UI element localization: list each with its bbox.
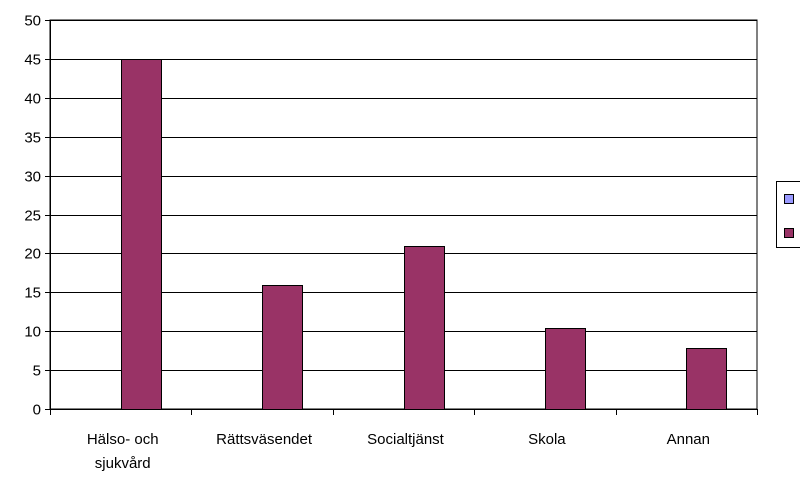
y-tick-label: 50 (24, 13, 41, 30)
x-tick-label: Rättsväsendet (216, 431, 313, 448)
y-tick-label: 0 (33, 402, 41, 419)
bar-series-2-0 (122, 60, 162, 410)
x-tick-label-line: Socialtjänst (367, 431, 445, 448)
x-tick-label-line: Skola (528, 431, 566, 448)
y-tick-label: 35 (24, 130, 41, 147)
legend-swatch-2 (785, 229, 794, 238)
y-tick-label: 40 (24, 91, 41, 108)
bar-series-2-3 (546, 329, 586, 410)
y-tick-label: 10 (24, 324, 41, 341)
y-tick-label: 20 (24, 246, 41, 263)
x-tick-label: Skola (528, 431, 566, 448)
y-tick-label: 5 (33, 363, 41, 380)
legend (777, 182, 800, 248)
y-tick-label: 45 (24, 52, 41, 69)
x-tick-label: Socialtjänst (367, 431, 445, 448)
x-axis-tick-labels: Hälso- och sjukvård Rättsväsendet Socialtjä… (87, 431, 710, 472)
y-axis-tick-labels: 0 5 10 15 20 25 30 35 40 45 50 (24, 13, 41, 419)
x-tick-label-line: sjukvård (95, 455, 151, 472)
x-tick-label: Annan (667, 431, 710, 448)
y-tick-label: 15 (24, 285, 41, 302)
x-tick-label: Hälso- och sjukvård (87, 431, 159, 472)
x-tick-label-line: Annan (667, 431, 710, 448)
legend-swatch-1 (785, 195, 794, 204)
x-tick-label-line: Hälso- och (87, 431, 159, 448)
bar-series-2-2 (405, 247, 445, 410)
y-tick-label: 25 (24, 208, 41, 225)
bar-series-2-1 (263, 286, 303, 410)
x-tick-label-line: Rättsväsendet (216, 431, 313, 448)
y-tick-label: 30 (24, 169, 41, 186)
bar-series-2-4 (687, 349, 727, 410)
